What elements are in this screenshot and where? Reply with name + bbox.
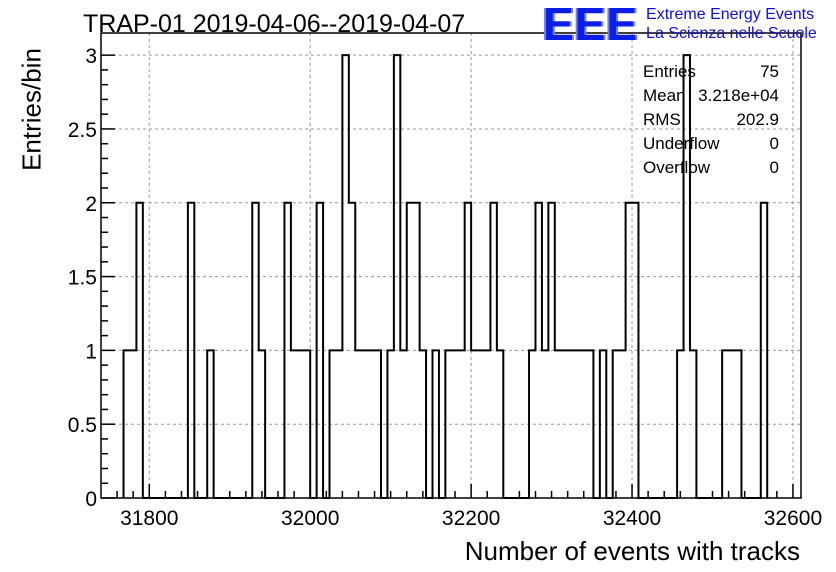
stats-row-underflow: Underflow 0 (643, 132, 779, 156)
logo-line-2: La Scienza nelle Scuole (646, 25, 817, 42)
stats-value: 3.218e+04 (698, 86, 779, 105)
x-axis: 31800 32000 32200 32400 32600 (116, 484, 822, 530)
y-tick-label: 2.5 (68, 119, 97, 142)
x-tick-label: 32000 (281, 507, 339, 530)
y-tick-label: 2 (85, 193, 97, 216)
x-tick-label: 32400 (603, 507, 661, 530)
logo-line-1: Extreme Energy Events (646, 6, 815, 23)
y-tick-label: 0 (85, 488, 97, 511)
y-axis-title: Entries/bin (16, 48, 47, 171)
stats-value: 0 (769, 158, 779, 177)
y-tick-label: 1.5 (68, 267, 97, 290)
stats-value: 202.9 (736, 110, 779, 129)
stats-value: 0 (769, 134, 779, 153)
stats-row-mean: Mean 3.218e+04 (643, 84, 779, 108)
x-tick-label: 32600 (764, 507, 822, 530)
x-tick-label: 32200 (442, 507, 500, 530)
stats-label: RMS (643, 110, 681, 129)
logo-text: Extreme Energy Events La Scienza nelle S… (646, 2, 817, 43)
stats-label: Overflow (643, 158, 711, 177)
eee-logo: EEE Extreme Energy Events La Scienza nel… (543, 0, 817, 50)
y-tick-label: 1 (85, 340, 97, 363)
stats-label: Underflow (643, 134, 720, 153)
stats-value: 75 (760, 62, 779, 81)
y-tick-label: 0.5 (68, 414, 97, 437)
stats-row-overflow: Overflow 0 (643, 156, 779, 180)
stats-label: Entries (643, 62, 696, 81)
x-axis-title: Number of events with tracks (464, 536, 800, 566)
stats-row-rms: RMS 202.9 (643, 108, 779, 132)
y-axis: 0 0.5 1 1.5 2 2.5 3 (68, 45, 115, 511)
grid-lines (101, 33, 801, 498)
stats-row-entries: Entries 75 (643, 60, 779, 84)
y-tick-label: 3 (85, 45, 97, 68)
stats-label: Mean (643, 86, 686, 105)
stats-box: Entries 75 Mean 3.218e+04 RMS 202.9 Unde… (643, 60, 779, 180)
logo-mark: EEE (543, 0, 639, 50)
x-tick-label: 31800 (120, 507, 178, 530)
chart-title: TRAP-01 2019-04-06--2019-04-07 (83, 10, 466, 38)
plot-frame (100, 32, 802, 499)
